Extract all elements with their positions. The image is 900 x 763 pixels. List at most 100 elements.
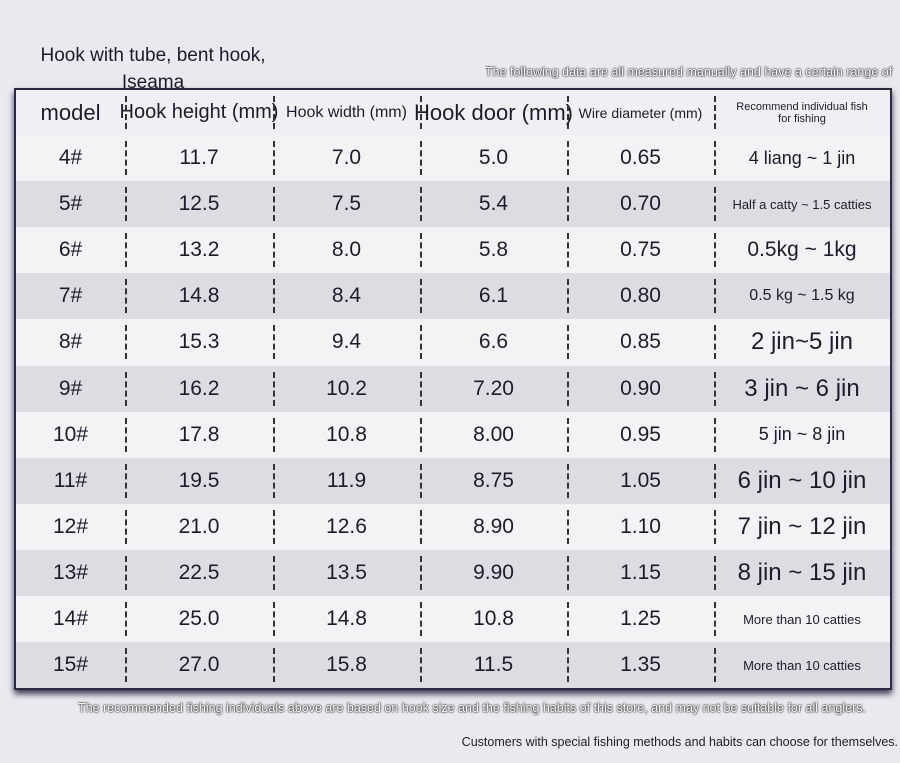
table-cell: 9# xyxy=(58,376,83,400)
table-cell: 10.8 xyxy=(326,422,367,446)
table-cell: 11.7 xyxy=(179,146,219,170)
separator xyxy=(420,371,422,406)
separator xyxy=(420,279,422,314)
header-cell: Wire diameter (mm) xyxy=(578,104,703,121)
table-cell: 0.70 xyxy=(620,192,661,216)
table-cell: 8.90 xyxy=(473,514,514,538)
separator xyxy=(420,417,422,452)
separator xyxy=(714,417,716,452)
separator xyxy=(567,371,569,406)
table-cell: 14# xyxy=(52,607,89,631)
separator xyxy=(273,187,275,222)
separator xyxy=(420,602,422,637)
table-cell: 12.5 xyxy=(178,192,220,216)
table-cell: 3 jin ~ 6 jin xyxy=(744,374,860,402)
separator xyxy=(125,233,127,268)
separator xyxy=(567,648,569,683)
table-row: 8# 15.3 9.4 6.6 0.85 2 jin~5 jin xyxy=(16,319,890,365)
separator xyxy=(714,602,716,637)
table-cell: 17.8 xyxy=(178,422,220,446)
table-cell: 21.0 xyxy=(178,514,220,538)
separator xyxy=(420,325,422,360)
table-row: 4# 11.7 7.0 5.0 0.65 4 liang ~ 1 jin xyxy=(16,135,890,181)
table: model Hook height (mm) Hook width (mm) Hook… xyxy=(14,88,892,690)
separator xyxy=(273,325,275,360)
separator xyxy=(714,648,716,683)
table-cell: 9.4 xyxy=(331,330,362,354)
table-cell: 0.85 xyxy=(620,330,661,354)
separator xyxy=(420,187,422,222)
separator xyxy=(125,509,127,544)
table-cell: 22.5 xyxy=(178,560,220,584)
separator xyxy=(567,555,569,590)
table-cell: More than 10 catties xyxy=(743,657,861,673)
table-cell: 0.75 xyxy=(620,238,661,262)
table-row: 10# 17.8 10.8 8.00 0.95 5 jin ~ 8 jin xyxy=(16,412,890,458)
table-cell: 11.9 xyxy=(326,468,367,492)
table-row: 11# 19.5 11.9 8.75 1.05 6 jin ~ 10 jin xyxy=(16,457,890,504)
separator xyxy=(420,555,422,590)
table-cell: 5 jin ~ 8 jin xyxy=(758,424,846,445)
separator xyxy=(125,602,127,637)
separator xyxy=(714,96,716,129)
table-cell: 11# xyxy=(53,468,88,492)
table-cell: 8# xyxy=(58,330,83,354)
table-cell: 1.25 xyxy=(620,607,661,631)
separator xyxy=(714,371,716,406)
table-cell: 5.8 xyxy=(478,238,509,262)
table-row: 9# 16.2 10.2 7.20 0.90 3 jin ~ 6 jin xyxy=(16,365,890,412)
separator xyxy=(420,509,422,544)
table-cell: 7.20 xyxy=(473,376,514,400)
header-cell: Recommend individual fish for fishing xyxy=(736,100,868,125)
separator xyxy=(125,325,127,360)
table-cell: 0.80 xyxy=(620,284,661,308)
separator xyxy=(714,141,716,176)
table-row: 12# 21.0 12.6 8.90 1.10 7 jin ~ 12 jin xyxy=(16,504,890,550)
separator xyxy=(125,96,127,129)
table-cell: 25.0 xyxy=(178,607,220,631)
separator xyxy=(420,141,422,176)
table-cell: 8.0 xyxy=(331,238,362,262)
title: Hook with tube, bent hook, Iseama xyxy=(40,45,266,93)
separator xyxy=(420,96,422,129)
separator xyxy=(714,187,716,222)
table-cell: 4# xyxy=(58,146,83,170)
separator xyxy=(125,187,127,222)
table-cell: 13.5 xyxy=(326,560,367,584)
table-cell: 1.35 xyxy=(620,653,661,677)
footer-note: The recommended fishing individuals abov… xyxy=(78,701,866,715)
table-cell: 13# xyxy=(52,560,89,584)
separator xyxy=(125,141,127,176)
table-cell: 10# xyxy=(52,422,89,446)
header-cell: Hook height (mm) xyxy=(119,101,279,123)
table-row: 14# 25.0 14.8 10.8 1.25 More than 10 catties xyxy=(16,596,890,642)
table-cell: 9.90 xyxy=(473,560,514,584)
table-cell: 27.0 xyxy=(178,653,220,677)
table-cell: 8.75 xyxy=(473,468,514,492)
separator xyxy=(273,96,275,129)
table-cell: 19.5 xyxy=(178,468,220,492)
table-cell: 0.95 xyxy=(620,422,661,446)
separator xyxy=(714,463,716,498)
table-cell: 8 jin ~ 15 jin xyxy=(737,558,867,586)
table-row: 5# 12.5 7.5 5.4 0.70 Half a catty ~ 1.5 catti… xyxy=(16,181,890,228)
table-cell: 15# xyxy=(52,653,89,677)
separator xyxy=(420,233,422,268)
separator xyxy=(273,417,275,452)
table-cell: 14.8 xyxy=(326,607,367,631)
separator xyxy=(714,325,716,360)
table-cell: 8.4 xyxy=(331,284,362,308)
table-cell: 2 jin~5 jin xyxy=(750,328,854,356)
table-cell: 6 jin ~ 10 jin xyxy=(737,466,867,494)
table-cell: 7# xyxy=(58,284,83,308)
separator xyxy=(567,602,569,637)
separator xyxy=(567,187,569,222)
table-cell: 10.2 xyxy=(326,376,367,400)
separator xyxy=(273,602,275,637)
table-cell: 1.10 xyxy=(620,514,661,538)
header-cell: Hook door (mm) xyxy=(414,99,573,125)
separator xyxy=(714,233,716,268)
separator xyxy=(420,463,422,498)
separator xyxy=(273,233,275,268)
header-cell: model xyxy=(40,99,101,125)
